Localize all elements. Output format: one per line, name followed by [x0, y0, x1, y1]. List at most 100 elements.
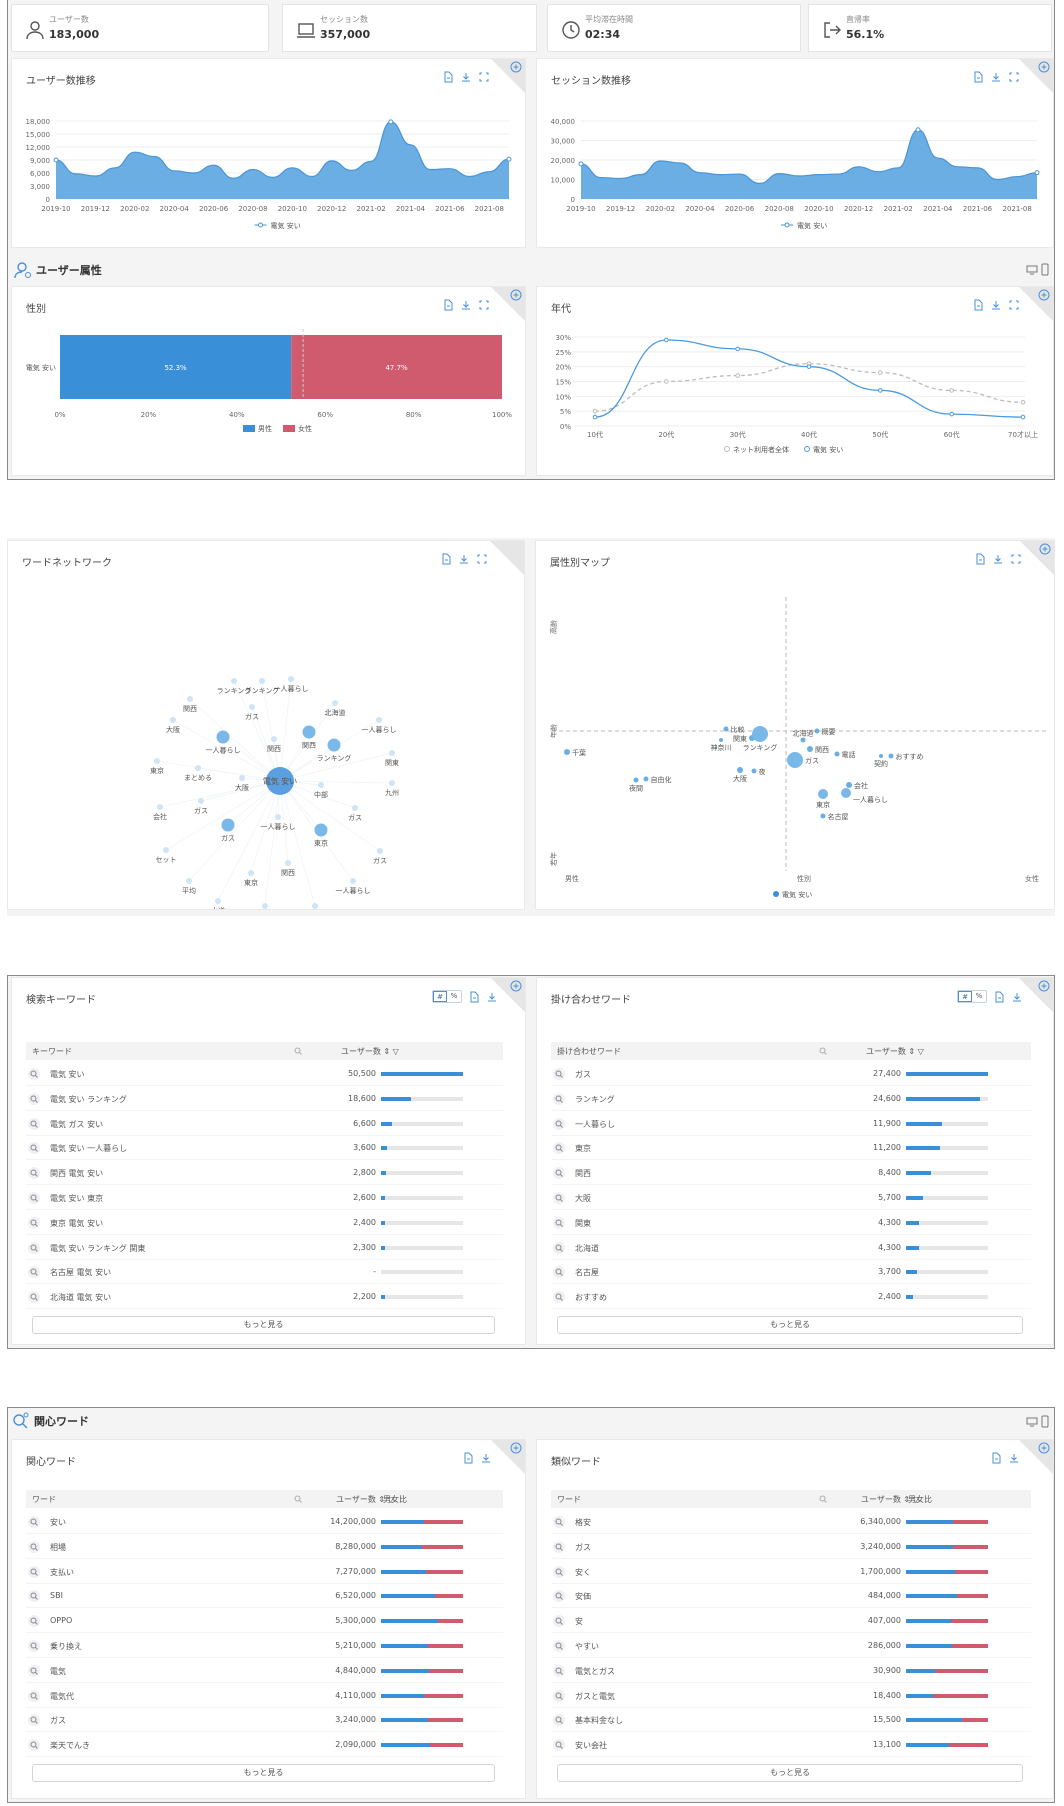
row-search-button[interactable]: [553, 1068, 565, 1080]
table-row[interactable]: 安い会社 13,100: [551, 1733, 1031, 1758]
expand-icon[interactable]: [1008, 71, 1020, 83]
column-search-icon[interactable]: [292, 1493, 304, 1505]
add-icon[interactable]: [510, 1442, 522, 1454]
row-search-button[interactable]: [28, 1516, 40, 1528]
download-icon[interactable]: [486, 991, 498, 1003]
table-row[interactable]: 北海道 4,300: [551, 1236, 1031, 1260]
row-search-button[interactable]: [553, 1689, 565, 1702]
document-icon[interactable]: [972, 299, 984, 311]
row-search-button[interactable]: [553, 1664, 565, 1677]
network-node[interactable]: [163, 847, 169, 853]
network-node[interactable]: [231, 678, 237, 684]
network-node[interactable]: [352, 805, 358, 811]
document-icon[interactable]: [442, 71, 454, 83]
table-row[interactable]: 関西 電気 安い 2,800: [26, 1161, 503, 1186]
row-search-button[interactable]: [553, 1640, 565, 1652]
map-point[interactable]: [719, 738, 723, 742]
row-search-button[interactable]: [553, 1565, 565, 1578]
document-icon[interactable]: [442, 299, 454, 311]
table-row[interactable]: 名古屋 3,700: [551, 1260, 1031, 1285]
table-row[interactable]: 東京 電気 安い 2,400: [26, 1211, 503, 1235]
network-node[interactable]: [215, 898, 221, 904]
network-node[interactable]: [187, 696, 193, 702]
network-node[interactable]: [186, 878, 192, 884]
map-point[interactable]: [787, 752, 803, 768]
table-row[interactable]: やすい 286,000: [551, 1634, 1031, 1658]
column-header-users[interactable]: ユーザー数 ⇕ ▽: [861, 1495, 919, 1504]
table-row[interactable]: 電気 4,840,000: [26, 1659, 503, 1683]
toggle-option[interactable]: %: [975, 992, 983, 1000]
map-point[interactable]: [723, 726, 729, 732]
table-row[interactable]: 安い 14,200,000: [26, 1510, 503, 1534]
document-icon[interactable]: [974, 553, 986, 565]
row-search-button[interactable]: [28, 1167, 40, 1180]
document-icon[interactable]: [468, 991, 480, 1003]
column-search-icon[interactable]: [292, 1045, 304, 1057]
network-node[interactable]: [389, 750, 395, 756]
row-search-button[interactable]: [553, 1266, 565, 1279]
download-icon[interactable]: [1008, 1452, 1020, 1464]
table-row[interactable]: 電気 安い 50,500: [26, 1062, 503, 1086]
network-node[interactable]: [288, 676, 294, 682]
table-row[interactable]: 名古屋 電気 安い -: [26, 1260, 503, 1285]
row-search-button[interactable]: [28, 1266, 40, 1279]
table-row[interactable]: 格安 6,340,000: [551, 1510, 1031, 1534]
network-node[interactable]: [377, 848, 383, 854]
table-row[interactable]: 安 407,000: [551, 1609, 1031, 1634]
document-icon[interactable]: [990, 1452, 1002, 1464]
network-node[interactable]: [239, 775, 245, 781]
network-node[interactable]: [312, 903, 318, 909]
table-row[interactable]: 北海道 電気 安い 2,200: [26, 1285, 503, 1310]
download-icon[interactable]: [990, 71, 1002, 83]
table-row[interactable]: SBI 6,520,000: [26, 1584, 503, 1609]
row-search-button[interactable]: [553, 1590, 565, 1603]
network-node[interactable]: [216, 730, 230, 744]
row-search-button[interactable]: [28, 1615, 40, 1628]
add-icon[interactable]: [510, 61, 522, 73]
toggle-option[interactable]: #: [433, 991, 447, 1002]
network-node-center[interactable]: [266, 767, 294, 795]
table-row[interactable]: 電気 ガス 安い 6,600: [26, 1112, 503, 1136]
row-search-button[interactable]: [28, 1068, 40, 1080]
table-row[interactable]: ガスと電気 18,400: [551, 1684, 1031, 1708]
download-icon[interactable]: [1011, 991, 1023, 1003]
map-point[interactable]: [888, 753, 894, 759]
document-icon[interactable]: [462, 1452, 474, 1464]
network-node[interactable]: [302, 725, 316, 739]
row-search-button[interactable]: [28, 1092, 40, 1105]
row-search-button[interactable]: [553, 1516, 565, 1528]
row-search-button[interactable]: [28, 1714, 40, 1727]
network-node[interactable]: [285, 860, 291, 866]
map-point[interactable]: [846, 782, 852, 788]
row-search-button[interactable]: [553, 1241, 565, 1254]
row-search-button[interactable]: [553, 1117, 565, 1130]
toggle-option[interactable]: %: [450, 992, 458, 1000]
table-row[interactable]: 電気 安い ランキング 関東 2,300: [26, 1236, 503, 1260]
table-row[interactable]: 関西 8,400: [551, 1161, 1031, 1186]
expand-icon[interactable]: [476, 553, 488, 565]
map-point[interactable]: [820, 813, 826, 819]
network-node[interactable]: [376, 717, 382, 723]
download-icon[interactable]: [460, 71, 472, 83]
table-row[interactable]: 東京 11,200: [551, 1136, 1031, 1161]
mobile-icon[interactable]: [1041, 1415, 1049, 1428]
column-search-icon[interactable]: [817, 1045, 829, 1057]
table-row[interactable]: 相場 8,280,000: [26, 1535, 503, 1559]
download-icon[interactable]: [460, 299, 472, 311]
network-node[interactable]: [198, 798, 204, 804]
map-point[interactable]: [879, 754, 883, 758]
row-search-button[interactable]: [28, 1241, 40, 1254]
table-row[interactable]: 楽天でんき 2,090,000: [26, 1733, 503, 1758]
map-point[interactable]: [737, 767, 743, 773]
add-icon[interactable]: [1038, 61, 1050, 73]
table-row[interactable]: ガス 3,240,000: [26, 1708, 503, 1733]
row-search-button[interactable]: [28, 1192, 40, 1204]
table-row[interactable]: 電気 安い 東京 2,600: [26, 1186, 503, 1210]
network-node[interactable]: [389, 780, 395, 786]
row-search-button[interactable]: [28, 1664, 40, 1677]
table-row[interactable]: 電気 安い ランキング 18,600: [26, 1087, 503, 1111]
map-point[interactable]: [818, 789, 828, 799]
map-point[interactable]: [841, 788, 851, 798]
expand-icon[interactable]: [478, 71, 490, 83]
table-row[interactable]: 関東 4,300: [551, 1211, 1031, 1235]
